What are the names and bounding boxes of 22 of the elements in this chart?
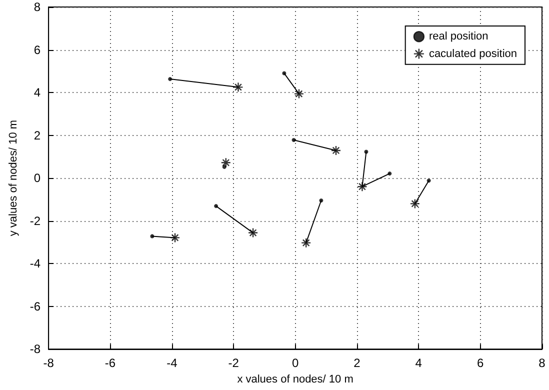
legend-label: caculated position <box>428 48 518 60</box>
x-axis-title: x values of nodes/ 10 m <box>237 374 354 386</box>
y-tick-label: 0 <box>34 171 41 186</box>
x-tick-label: -4 <box>166 356 178 370</box>
y-tick-label: 4 <box>34 86 41 100</box>
x-tick-label: 4 <box>415 356 422 370</box>
x-tick-label: 6 <box>476 356 484 370</box>
y-axis-title: y values of nodes/ 10 m <box>8 120 20 236</box>
y-tick-label: 6 <box>34 42 41 57</box>
x-tick-label: -8 <box>43 356 54 370</box>
x-tick-label: 0 <box>292 356 299 370</box>
x-tick-label: 8 <box>538 356 546 370</box>
y-tick-label: -4 <box>30 256 41 271</box>
y-tick-label: -8 <box>30 342 41 356</box>
y-tick-label: 8 <box>34 0 41 14</box>
x-tick-label: -2 <box>228 356 240 370</box>
y-tick-label: -6 <box>30 299 41 314</box>
y-tick-label: 2 <box>34 128 41 142</box>
x-tick-label: 2 <box>354 356 361 370</box>
legend-label: real position <box>428 30 488 43</box>
y-tick-label: -2 <box>30 214 41 228</box>
x-tick-label: -6 <box>104 356 116 370</box>
